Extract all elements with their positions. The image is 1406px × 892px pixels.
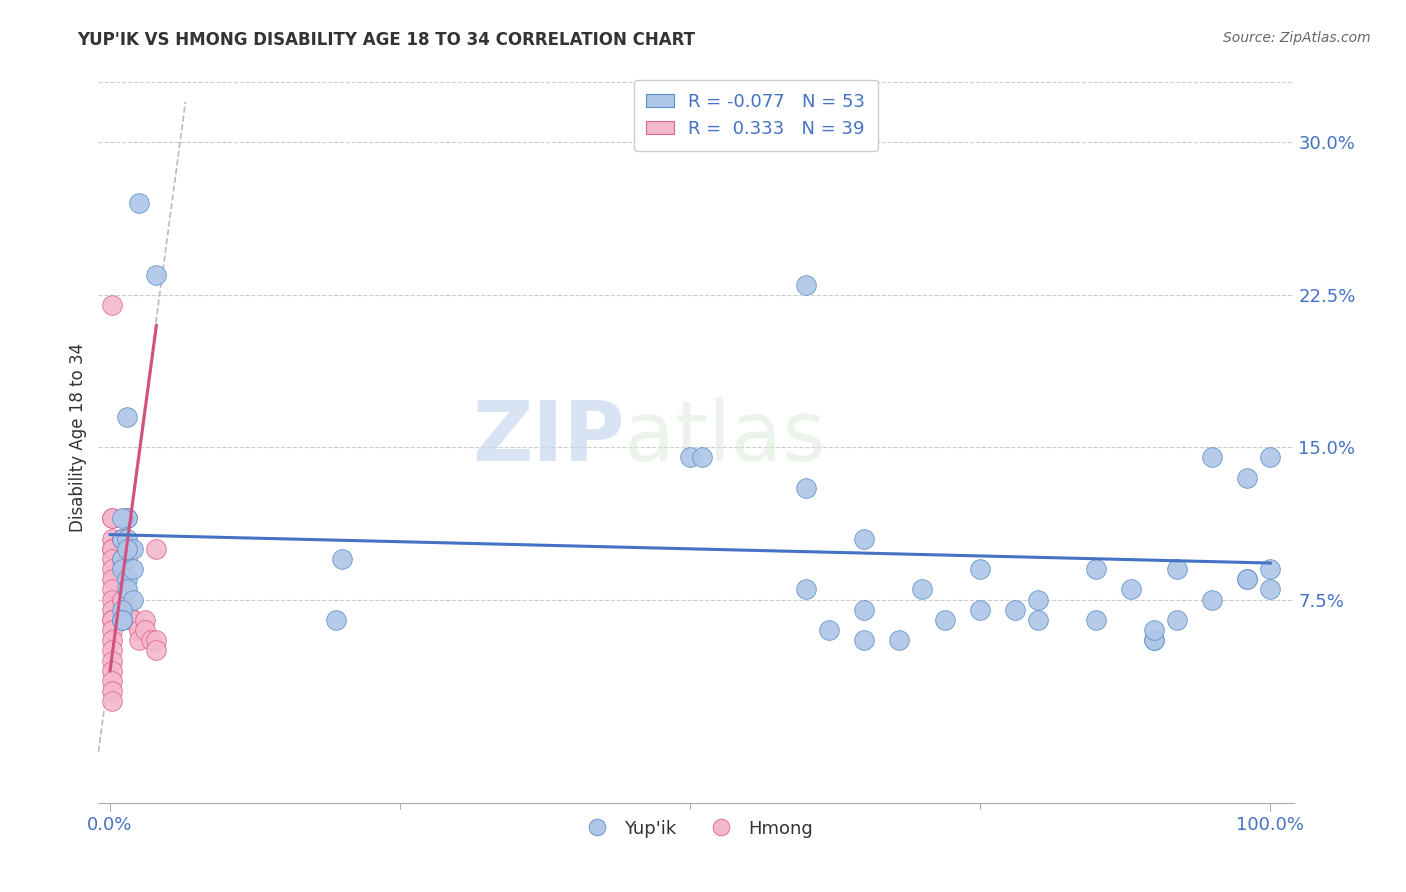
- Point: [1201, 592, 1223, 607]
- Point: [101, 298, 124, 312]
- Point: [117, 552, 139, 566]
- Text: YUP'IK VS HMONG DISABILITY AGE 18 TO 34 CORRELATION CHART: YUP'IK VS HMONG DISABILITY AGE 18 TO 34 …: [77, 31, 696, 49]
- Point: [111, 532, 134, 546]
- Point: [145, 633, 167, 648]
- Point: [969, 562, 991, 576]
- Point: [117, 541, 139, 556]
- Point: [101, 694, 124, 708]
- Point: [934, 613, 956, 627]
- Point: [117, 603, 139, 617]
- Legend: Yup'ik, Hmong: Yup'ik, Hmong: [572, 813, 820, 845]
- Point: [101, 613, 124, 627]
- Point: [117, 511, 139, 525]
- Point: [1143, 633, 1166, 648]
- Point: [134, 623, 156, 637]
- Text: ZIP: ZIP: [472, 397, 624, 477]
- Point: [853, 603, 876, 617]
- Point: [101, 541, 124, 556]
- Point: [1166, 613, 1188, 627]
- Point: [145, 268, 167, 282]
- Point: [1166, 562, 1188, 576]
- Point: [101, 582, 124, 597]
- Point: [101, 511, 124, 525]
- Point: [1004, 603, 1026, 617]
- Point: [117, 582, 139, 597]
- Point: [1201, 450, 1223, 465]
- Point: [101, 592, 124, 607]
- Point: [145, 541, 167, 556]
- Point: [1258, 450, 1281, 465]
- Point: [101, 673, 124, 688]
- Point: [101, 633, 124, 648]
- Point: [1085, 613, 1108, 627]
- Point: [122, 562, 145, 576]
- Point: [111, 613, 134, 627]
- Point: [853, 633, 876, 648]
- Point: [101, 572, 124, 586]
- Point: [101, 511, 124, 525]
- Point: [101, 664, 124, 678]
- Point: [101, 654, 124, 668]
- Point: [111, 603, 134, 617]
- Point: [111, 613, 134, 627]
- Point: [1026, 613, 1049, 627]
- Point: [679, 450, 702, 465]
- Point: [117, 532, 139, 546]
- Point: [122, 541, 145, 556]
- Point: [1119, 582, 1142, 597]
- Point: [1085, 562, 1108, 576]
- Point: [1026, 592, 1049, 607]
- Point: [128, 633, 150, 648]
- Point: [111, 532, 134, 546]
- Point: [145, 643, 167, 657]
- Point: [117, 511, 139, 525]
- Point: [101, 603, 124, 617]
- Point: [101, 643, 124, 657]
- Point: [111, 532, 134, 546]
- Point: [111, 552, 134, 566]
- Point: [101, 623, 124, 637]
- Point: [818, 623, 841, 637]
- Point: [128, 623, 150, 637]
- Text: atlas: atlas: [624, 397, 825, 477]
- Point: [111, 511, 134, 525]
- Text: Source: ZipAtlas.com: Source: ZipAtlas.com: [1223, 31, 1371, 45]
- Point: [325, 613, 347, 627]
- Point: [122, 613, 145, 627]
- Y-axis label: Disability Age 18 to 34: Disability Age 18 to 34: [69, 343, 87, 532]
- Point: [911, 582, 934, 597]
- Point: [117, 572, 139, 586]
- Point: [122, 592, 145, 607]
- Point: [794, 277, 817, 292]
- Point: [111, 562, 134, 576]
- Point: [101, 552, 124, 566]
- Point: [1143, 633, 1166, 648]
- Point: [1143, 623, 1166, 637]
- Point: [122, 613, 145, 627]
- Point: [794, 481, 817, 495]
- Point: [101, 562, 124, 576]
- Point: [1236, 572, 1258, 586]
- Point: [969, 603, 991, 617]
- Point: [1258, 582, 1281, 597]
- Point: [101, 613, 124, 627]
- Point: [887, 633, 910, 648]
- Point: [134, 613, 156, 627]
- Point: [101, 541, 124, 556]
- Point: [101, 532, 124, 546]
- Point: [111, 552, 134, 566]
- Point: [1236, 471, 1258, 485]
- Point: [794, 582, 817, 597]
- Point: [330, 552, 353, 566]
- Point: [111, 592, 134, 607]
- Point: [1258, 562, 1281, 576]
- Point: [1236, 572, 1258, 586]
- Point: [101, 684, 124, 698]
- Point: [139, 633, 162, 648]
- Point: [117, 409, 139, 424]
- Point: [853, 532, 876, 546]
- Point: [690, 450, 713, 465]
- Point: [128, 196, 150, 211]
